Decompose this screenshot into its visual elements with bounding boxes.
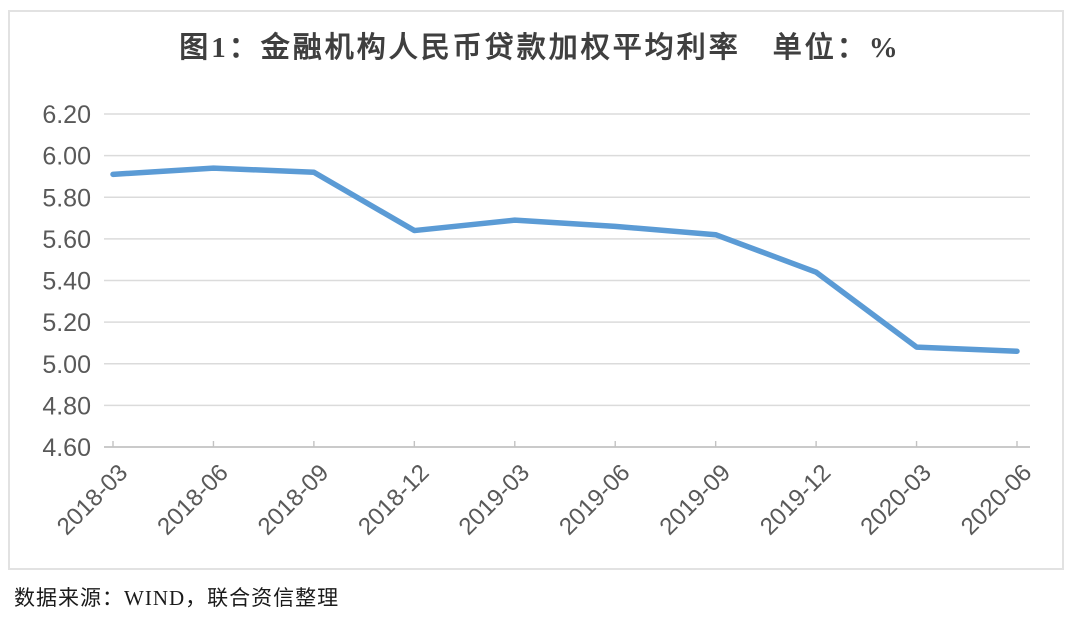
y-axis-label: 5.60	[42, 226, 91, 254]
y-axis-label: 5.40	[42, 268, 91, 296]
chart-frame	[8, 10, 1064, 570]
rate-line-series	[110, 165, 1020, 355]
x-axis-label: 2018-12	[353, 459, 434, 540]
x-axis-label: 2019-09	[655, 459, 736, 540]
y-axis-label: 6.20	[42, 101, 91, 129]
x-axis-label: 2018-03	[52, 459, 133, 540]
x-axis-label: 2020-03	[855, 459, 936, 540]
x-axis-label: 2019-12	[755, 459, 836, 540]
y-axis-label: 6.00	[42, 143, 91, 171]
x-axis-label: 2018-06	[152, 459, 233, 540]
x-axis-label: 2020-06	[956, 459, 1037, 540]
y-axis-label: 4.80	[42, 392, 91, 420]
x-axis-label: 2019-06	[554, 459, 635, 540]
y-axis-label: 5.80	[42, 184, 91, 212]
y-axis-label: 5.20	[42, 309, 91, 337]
source-note: 数据来源：WIND，联合资信整理	[14, 586, 340, 610]
y-axis-label: 5.00	[42, 351, 91, 379]
x-axis-label: 2019-03	[454, 459, 535, 540]
y-axis-label: 4.60	[42, 434, 91, 462]
x-axis-label: 2018-09	[253, 459, 334, 540]
chart-title: 图1：金融机构人民币贷款加权平均利率 单位：%	[179, 32, 901, 64]
